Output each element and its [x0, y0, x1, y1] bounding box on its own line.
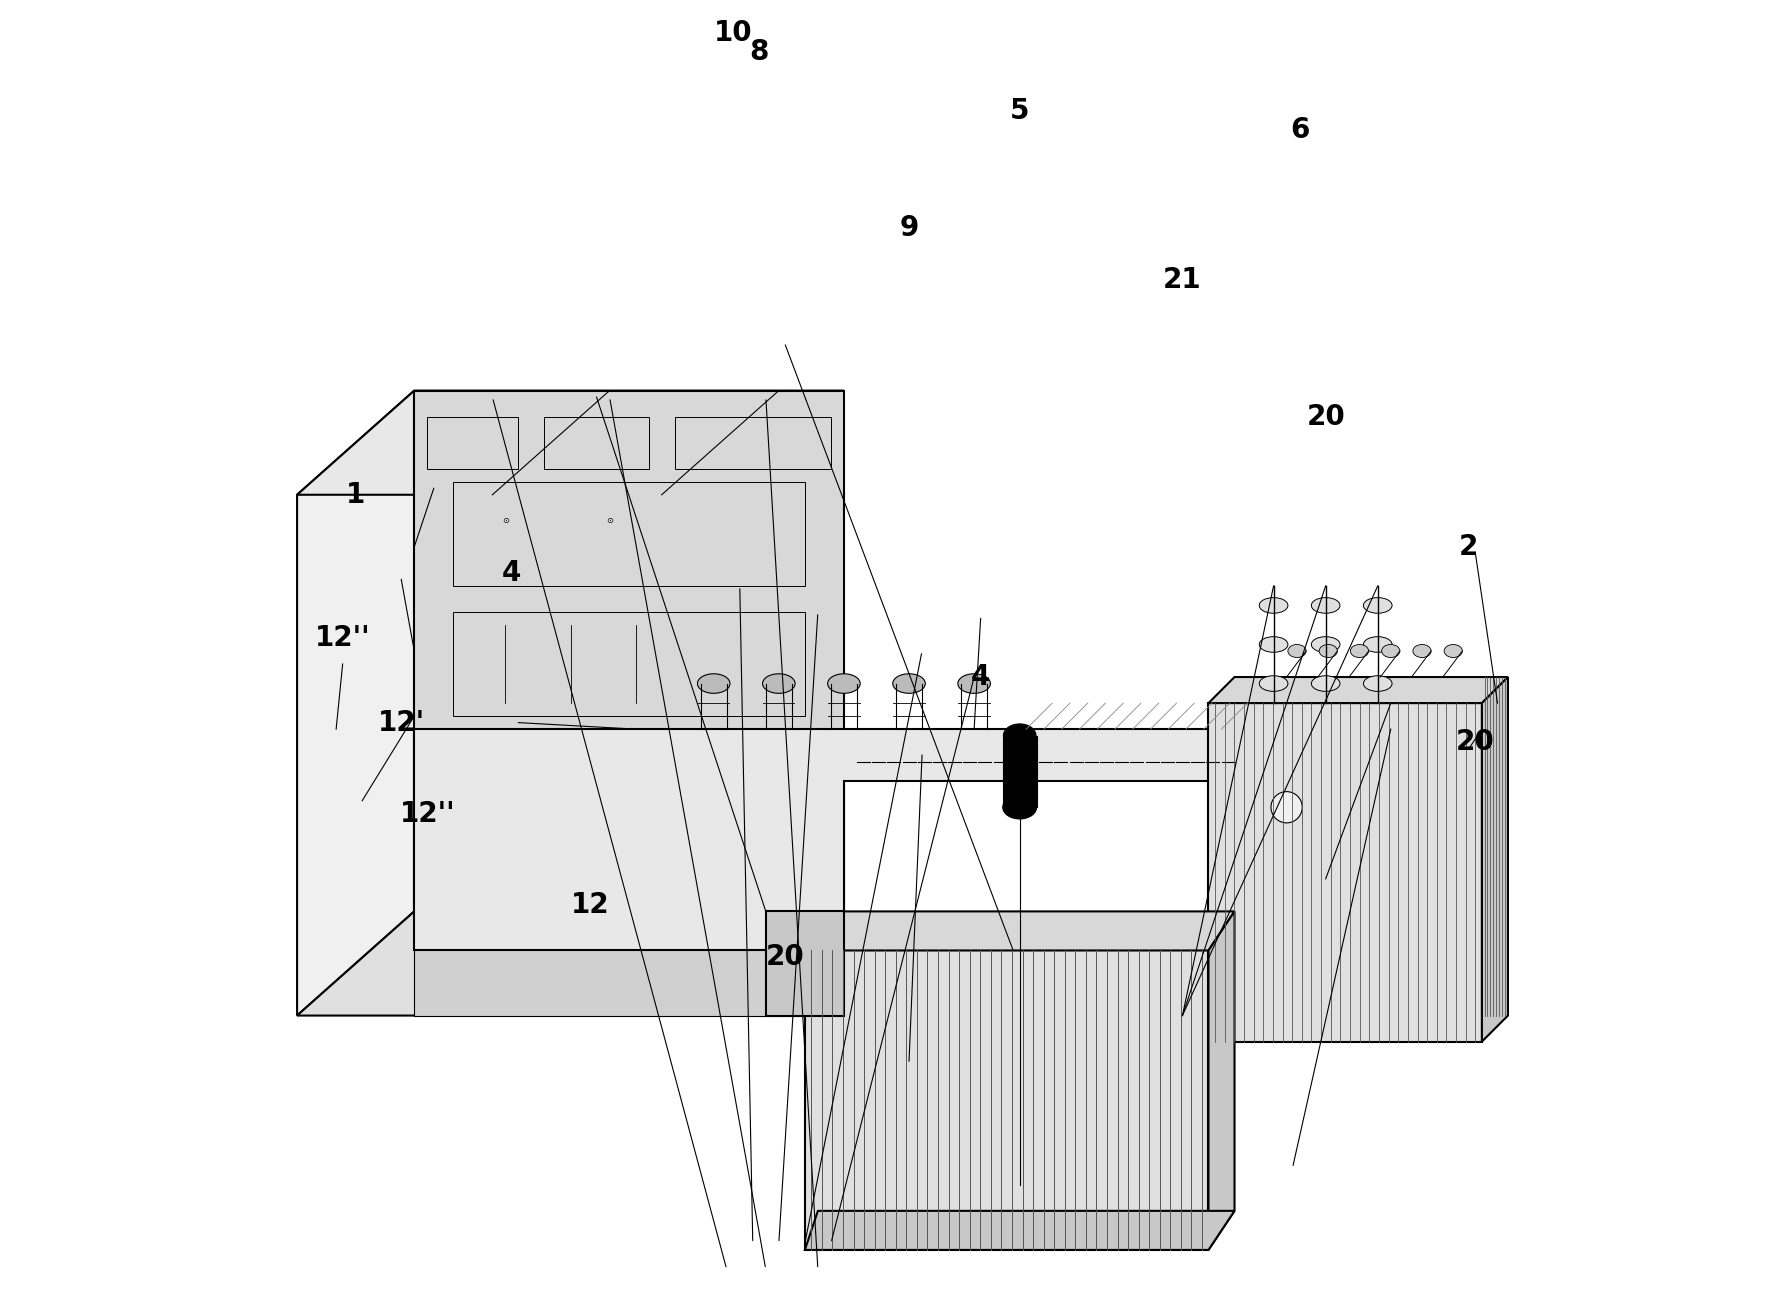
Text: 2: 2	[1459, 533, 1478, 561]
Text: 6: 6	[1290, 116, 1310, 145]
Text: 10: 10	[713, 18, 753, 47]
Ellipse shape	[1319, 644, 1337, 658]
Polygon shape	[297, 391, 414, 1016]
Text: 21: 21	[1163, 266, 1202, 294]
Ellipse shape	[1364, 598, 1392, 613]
Polygon shape	[1208, 677, 1507, 703]
Ellipse shape	[1004, 796, 1036, 819]
Polygon shape	[805, 950, 1208, 1250]
Polygon shape	[1208, 911, 1235, 1250]
Ellipse shape	[1260, 637, 1288, 652]
Ellipse shape	[1364, 676, 1392, 691]
Polygon shape	[1208, 703, 1482, 1042]
Ellipse shape	[763, 674, 796, 693]
Polygon shape	[805, 1211, 1235, 1250]
Text: ⊙: ⊙	[606, 517, 613, 525]
Polygon shape	[414, 950, 844, 1016]
Text: 8: 8	[749, 38, 769, 66]
Ellipse shape	[1260, 676, 1288, 691]
Text: 20: 20	[1306, 402, 1346, 431]
Ellipse shape	[1444, 644, 1462, 658]
Ellipse shape	[1364, 637, 1392, 652]
Ellipse shape	[1004, 724, 1036, 747]
Circle shape	[1271, 792, 1303, 823]
Polygon shape	[297, 911, 844, 1016]
Ellipse shape	[1312, 676, 1340, 691]
Text: 20: 20	[1457, 728, 1495, 756]
Polygon shape	[1004, 736, 1036, 807]
Ellipse shape	[1351, 644, 1369, 658]
Text: 12: 12	[570, 891, 609, 919]
Text: ⊙: ⊙	[502, 517, 509, 525]
Polygon shape	[297, 391, 844, 495]
Text: 4: 4	[502, 559, 521, 587]
Text: 12': 12'	[378, 708, 425, 737]
Polygon shape	[805, 911, 1235, 950]
Text: 12'': 12''	[400, 799, 455, 828]
Ellipse shape	[1412, 644, 1432, 658]
Polygon shape	[414, 729, 1235, 950]
Ellipse shape	[1312, 637, 1340, 652]
Ellipse shape	[1288, 644, 1306, 658]
Ellipse shape	[959, 674, 991, 693]
Ellipse shape	[1260, 598, 1288, 613]
Ellipse shape	[1312, 598, 1340, 613]
Text: 4: 4	[971, 663, 991, 691]
Ellipse shape	[697, 674, 729, 693]
Polygon shape	[414, 391, 844, 911]
Ellipse shape	[1382, 644, 1400, 658]
Ellipse shape	[892, 674, 925, 693]
Text: 12'': 12''	[315, 624, 371, 652]
Text: 1: 1	[346, 480, 366, 509]
Ellipse shape	[828, 674, 860, 693]
Text: 20: 20	[765, 943, 805, 971]
Polygon shape	[765, 911, 844, 1016]
Text: 9: 9	[900, 214, 919, 242]
Text: 5: 5	[1011, 96, 1029, 125]
Polygon shape	[1482, 677, 1507, 1042]
